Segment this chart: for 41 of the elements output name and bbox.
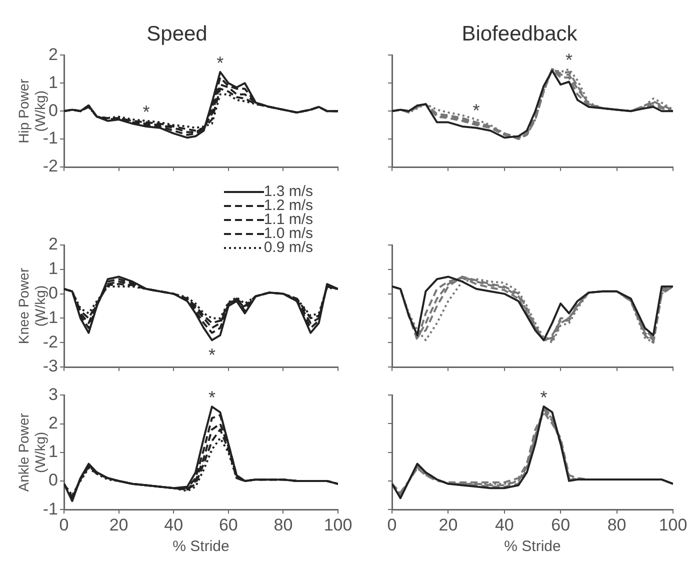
y-tick-label: -2 — [42, 156, 58, 176]
annotation: * — [142, 102, 150, 122]
y-tick-label: 2 — [48, 234, 58, 254]
x-tick-label: 100 — [658, 515, 688, 534]
x-tick-label: 80 — [274, 515, 293, 534]
y-tick-label: 0 — [48, 470, 58, 490]
annotation: * — [208, 345, 216, 366]
y-tick-label: 3 — [48, 384, 58, 404]
annotation: * — [540, 387, 548, 408]
x-tick-label: 60 — [218, 515, 238, 534]
x-tick-label: 40 — [494, 515, 514, 534]
legend-label: 1.3 m/s — [264, 183, 313, 200]
y-tick-label: 2 — [48, 44, 58, 64]
x-tick-label: 0 — [387, 515, 397, 534]
y-tick-label: -3 — [42, 356, 58, 376]
y-tick-label: -1 — [42, 499, 58, 518]
annotation: * — [208, 388, 216, 408]
y-tick-label: 1 — [48, 442, 58, 462]
chart-title: Speed — [146, 22, 208, 46]
legend-label: 1.0 m/s — [264, 225, 313, 242]
legend-label: 1.1 m/s — [264, 211, 313, 228]
x-tick-label: 80 — [607, 515, 626, 534]
x-tick-label: 20 — [438, 515, 458, 534]
x-tick-label: 20 — [109, 515, 128, 534]
x-axis-title: % Stride — [172, 538, 230, 556]
y-tick-label: 0 — [48, 283, 58, 302]
x-tick-label: 100 — [324, 515, 352, 534]
x-tick-label: 40 — [164, 515, 184, 534]
annotation: * — [566, 50, 573, 70]
y-tick-label: 1 — [48, 72, 58, 92]
annotation: * — [216, 52, 224, 73]
x-axis-title: % Stride — [504, 538, 561, 556]
chart-title: Biofeedback — [462, 22, 578, 46]
y-axis-title: Ankle Power (W/kg) — [15, 412, 48, 492]
y-tick-label: 2 — [48, 413, 58, 432]
y-tick-label: 1 — [48, 259, 58, 278]
legend-label: 1.2 m/s — [264, 197, 313, 214]
annotation: * — [472, 100, 480, 120]
x-tick-label: 60 — [551, 515, 570, 534]
y-tick-label: 0 — [48, 100, 58, 120]
legend-label: 0.9 m/s — [264, 239, 313, 256]
